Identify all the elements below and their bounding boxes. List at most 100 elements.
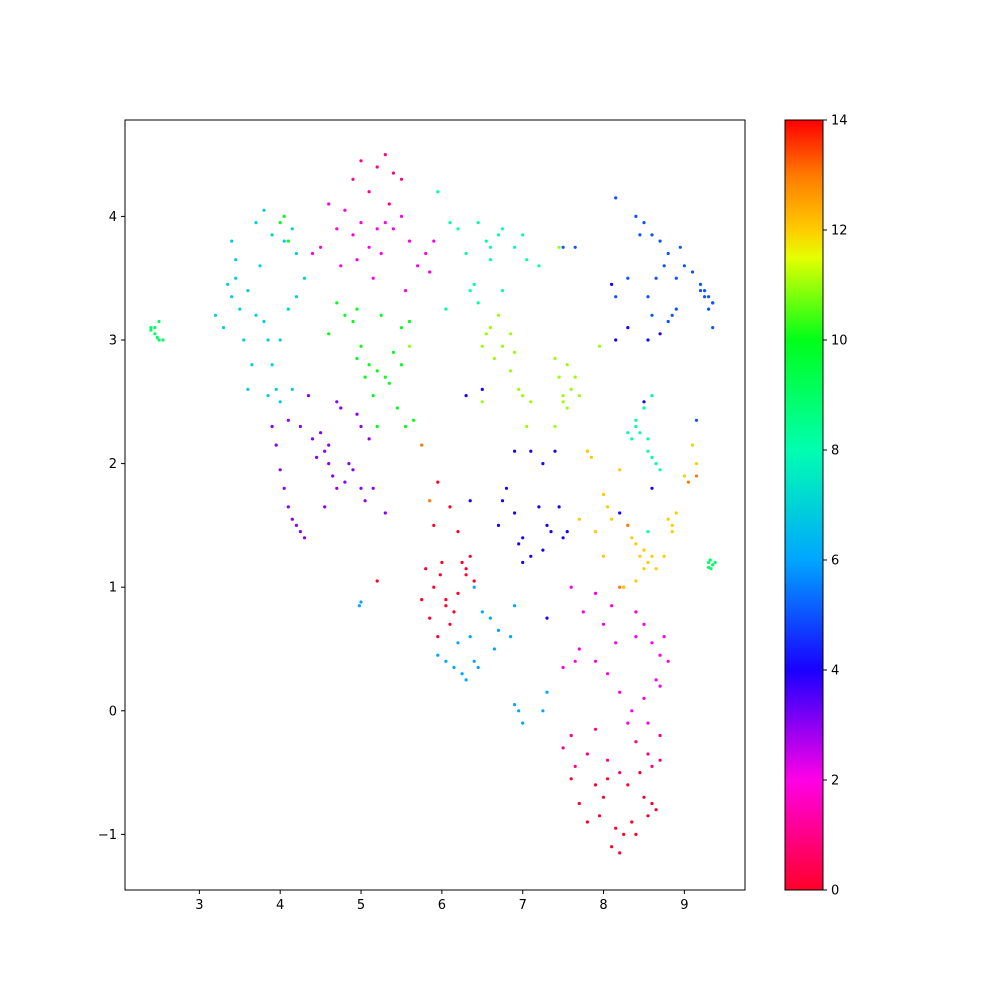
data-point bbox=[626, 326, 630, 330]
data-point bbox=[367, 245, 371, 249]
data-point bbox=[521, 560, 525, 565]
data-point bbox=[553, 356, 557, 361]
data-point bbox=[694, 474, 699, 478]
data-point bbox=[327, 202, 331, 206]
data-point bbox=[517, 387, 521, 391]
data-point bbox=[662, 264, 666, 268]
data-point bbox=[642, 400, 646, 404]
data-point bbox=[371, 276, 375, 280]
y-axis: −1 0 1 2 3 4 bbox=[98, 210, 125, 843]
data-point bbox=[622, 832, 626, 837]
data-point bbox=[642, 221, 646, 225]
data-point bbox=[666, 251, 670, 256]
data-point bbox=[391, 350, 395, 354]
data-point bbox=[230, 239, 234, 243]
data-point bbox=[444, 604, 448, 608]
data-point bbox=[525, 424, 529, 429]
data-point bbox=[432, 585, 436, 589]
data-point bbox=[270, 233, 274, 237]
data-point bbox=[242, 338, 246, 342]
data-point bbox=[375, 165, 379, 169]
data-point bbox=[371, 486, 375, 490]
data-point bbox=[460, 672, 464, 676]
data-point bbox=[557, 375, 561, 379]
data-point bbox=[432, 239, 436, 243]
data-point bbox=[698, 289, 703, 293]
data-point bbox=[464, 394, 468, 398]
data-point bbox=[545, 523, 549, 528]
data-point bbox=[238, 307, 242, 311]
data-point bbox=[484, 239, 488, 243]
data-point bbox=[521, 394, 525, 398]
data-point bbox=[674, 511, 678, 515]
y-tick-label: 4 bbox=[109, 210, 117, 225]
data-point bbox=[444, 659, 448, 663]
data-point bbox=[331, 474, 335, 478]
data-point bbox=[319, 431, 323, 435]
data-point bbox=[375, 369, 379, 373]
data-point bbox=[658, 733, 662, 738]
data-point bbox=[294, 251, 298, 256]
data-point bbox=[711, 563, 715, 567]
data-point bbox=[614, 641, 618, 645]
data-point bbox=[488, 326, 492, 330]
data-point bbox=[650, 394, 654, 398]
data-point bbox=[403, 289, 408, 293]
data-point bbox=[254, 313, 258, 317]
data-point bbox=[690, 443, 695, 447]
data-point bbox=[614, 338, 618, 342]
data-point bbox=[492, 356, 496, 361]
data-point bbox=[601, 622, 606, 626]
data-point bbox=[601, 554, 606, 558]
data-point bbox=[569, 777, 573, 781]
data-point bbox=[371, 394, 375, 398]
plot-area-frame bbox=[124, 119, 746, 891]
data-point bbox=[274, 387, 278, 391]
data-point bbox=[399, 326, 404, 330]
data-point bbox=[658, 684, 662, 688]
data-point bbox=[153, 326, 157, 330]
data-point bbox=[496, 233, 501, 237]
data-point bbox=[654, 276, 658, 280]
data-point bbox=[472, 579, 476, 583]
data-point bbox=[509, 635, 513, 639]
data-point bbox=[496, 313, 501, 317]
data-point bbox=[464, 678, 468, 682]
data-point bbox=[622, 585, 626, 589]
data-point bbox=[662, 635, 666, 639]
data-point bbox=[634, 635, 638, 639]
data-point bbox=[226, 282, 230, 286]
data-point bbox=[690, 270, 695, 274]
data-point bbox=[335, 400, 339, 404]
data-point bbox=[367, 190, 371, 194]
data-point bbox=[456, 530, 460, 534]
data-point bbox=[650, 233, 654, 237]
data-point bbox=[383, 221, 387, 225]
data-point bbox=[597, 344, 602, 348]
data-point bbox=[573, 245, 577, 249]
data-point bbox=[222, 326, 226, 330]
data-point bbox=[618, 585, 622, 589]
data-point bbox=[157, 338, 161, 342]
data-point bbox=[606, 672, 610, 676]
data-point bbox=[517, 709, 521, 713]
data-point bbox=[262, 319, 266, 324]
data-point bbox=[593, 659, 598, 663]
data-point bbox=[428, 499, 432, 503]
data-point bbox=[436, 635, 440, 639]
data-point bbox=[658, 653, 662, 657]
data-point bbox=[650, 554, 654, 558]
y-tick-label: −1 bbox=[98, 828, 117, 843]
data-point bbox=[448, 622, 452, 626]
data-point bbox=[407, 319, 412, 324]
data-point bbox=[323, 505, 327, 509]
data-point bbox=[569, 387, 573, 391]
data-point bbox=[581, 610, 585, 614]
data-point bbox=[496, 628, 501, 633]
data-point bbox=[666, 517, 670, 521]
data-point bbox=[456, 591, 460, 596]
data-point bbox=[703, 289, 707, 293]
data-point bbox=[694, 462, 699, 466]
data-point bbox=[448, 221, 452, 225]
data-point bbox=[468, 499, 472, 503]
